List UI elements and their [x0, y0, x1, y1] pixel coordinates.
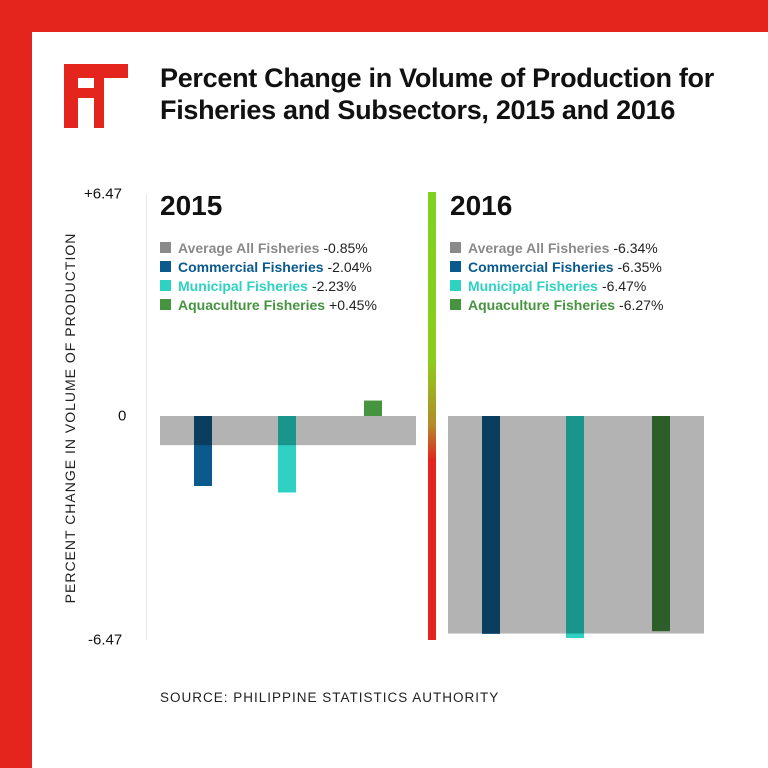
legend-series-name: Municipal Fisheries [468, 277, 598, 294]
legend-swatch [450, 299, 461, 310]
y-tick-max: +6.47 [84, 185, 122, 203]
legend-value: -6.27% [619, 296, 664, 313]
chart-title: Percent Change in Volume of Production f… [160, 63, 714, 125]
legend-item: Average All Fisheries -6.34% [450, 238, 663, 257]
legend-series-name: Average All Fisheries [468, 239, 610, 256]
legend-series-name: Aquaculture Fisheries [178, 296, 326, 313]
legend-value: -2.23% [311, 277, 357, 294]
legend-swatch [450, 280, 461, 291]
frame-top-bar [0, 0, 768, 32]
legend-series-name: Municipal Fisheries [178, 277, 308, 294]
source-note: SOURCE: PHILIPPINE STATISTICS AUTHORITY [160, 690, 500, 705]
legend-item: Average All Fisheries -0.85% [160, 238, 377, 257]
legend-2015: Average All Fisheries -0.85% Commercial F… [160, 238, 377, 314]
legend-swatch [160, 261, 171, 272]
bar-aquaculture-fisheries-2015 [364, 400, 382, 416]
bar-overlap-municipal-fisheries-2016 [566, 416, 584, 634]
legend-value: -6.34% [613, 239, 658, 256]
legend-swatch [450, 261, 461, 272]
legend-2016: Average All Fisheries -6.34% Commercial F… [450, 238, 663, 314]
legend-swatch [450, 242, 461, 253]
y-tick-min: -6.47 [88, 631, 123, 649]
bar-overlap-commercial-fisheries-2015 [194, 416, 212, 446]
legend-series-name: Commercial Fisheries [178, 258, 324, 275]
legend-swatch [160, 242, 171, 253]
y-axis-line [146, 194, 147, 640]
legend-item: Municipal Fisheries -6.47% [450, 276, 663, 295]
bar-overlap-aquaculture-fisheries-2016 [652, 416, 670, 632]
legend-item: Municipal Fisheries -2.23% [160, 276, 377, 295]
legend-value: -2.04% [327, 258, 372, 275]
year-label-2016: 2016 [450, 190, 513, 221]
legend-series-name: Aquaculture Fisheries [468, 296, 616, 313]
legend-item: Aquaculture Fisheries -6.27% [450, 295, 663, 314]
legend-swatch [160, 299, 171, 310]
year-divider [428, 192, 436, 640]
legend-value: -0.85% [323, 239, 368, 256]
legend-item: Aquaculture Fisheries +0.45% [160, 295, 377, 314]
year-label-2015: 2015 [160, 190, 223, 221]
frame-left-bar [0, 0, 32, 768]
y-tick-zero: 0 [118, 407, 127, 425]
brand-logo [64, 64, 128, 128]
bar-overlap-municipal-fisheries-2015 [278, 416, 296, 446]
legend-series-name: Commercial Fisheries [468, 258, 614, 275]
legend-swatch [160, 280, 171, 291]
legend-value: -6.35% [617, 258, 662, 275]
legend-series-name: Average All Fisheries [178, 239, 320, 256]
bar-overlap-commercial-fisheries-2016 [482, 416, 500, 634]
legend-item: Commercial Fisheries -6.35% [450, 257, 663, 276]
legend-value: +0.45% [329, 296, 377, 313]
legend-value: -6.47% [601, 277, 647, 294]
legend-item: Commercial Fisheries -2.04% [160, 257, 377, 276]
